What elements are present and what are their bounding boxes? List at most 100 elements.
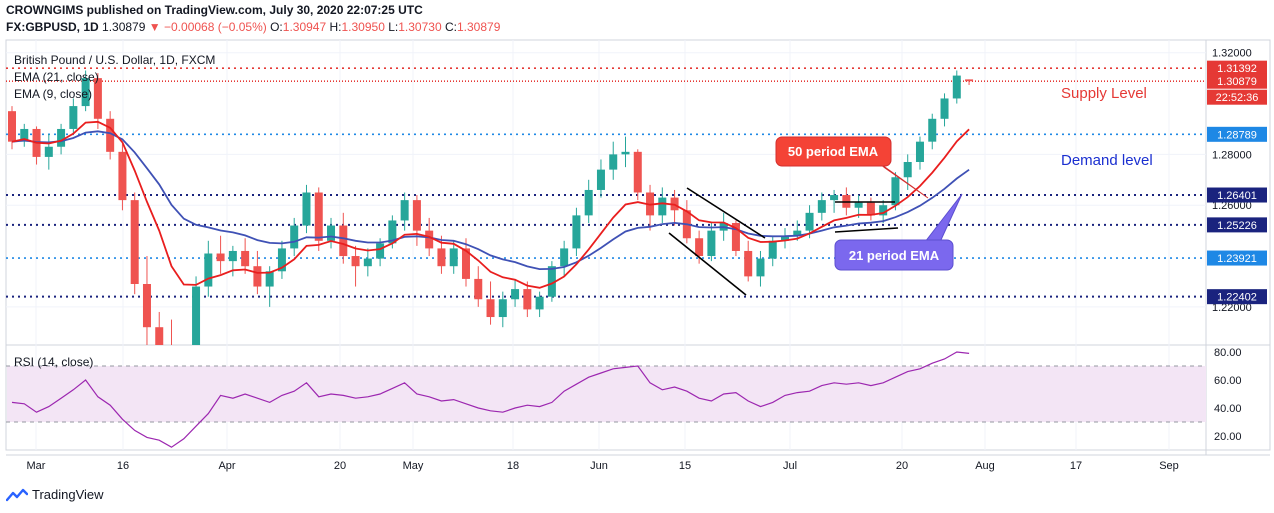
consolidation-lower-line[interactable] [834, 227, 899, 233]
candle-body [547, 266, 556, 297]
candle-body [621, 151, 630, 155]
x-tick-label: May [403, 460, 424, 472]
candle-body [781, 235, 790, 241]
candle-body [118, 151, 127, 201]
candle-body [523, 289, 532, 310]
candle-body [69, 106, 78, 129]
candle-body [609, 154, 618, 170]
candle-body [744, 250, 753, 277]
x-tick-label: Sep [1159, 460, 1179, 472]
ema21-legend: EMA (21, close) [14, 70, 99, 84]
axes: Mar 16 Apr 20 May 18 Jun 15 Jul 20 Aug 17 Sep 1.32000… [27, 48, 1252, 472]
candle-body [363, 258, 372, 267]
rsi-y-tick-label: 40.00 [1214, 403, 1242, 415]
candle-body [707, 230, 716, 257]
candle-body [965, 79, 974, 82]
callout-50ema-text: 50 period EMA [788, 144, 879, 159]
candle-body [903, 162, 912, 178]
x-tick-label: 20 [896, 460, 908, 472]
candle-body [928, 118, 937, 142]
callout-21ema-box[interactable] [834, 239, 954, 271]
callout-21ema-pointer [923, 193, 963, 243]
callout-50ema-box[interactable] [775, 136, 892, 167]
candle-body [952, 75, 961, 99]
x-tick-label: 16 [117, 460, 129, 472]
rsi-line [11, 351, 970, 448]
candle-body [535, 296, 544, 310]
ema9-line [11, 120, 970, 289]
low-value: 1.30730 [398, 20, 442, 34]
price-level-badge [1207, 73, 1267, 89]
falling-wedge-upper-line[interactable] [686, 187, 766, 239]
change-value: −0.00068 (−0.05%) [164, 20, 267, 34]
candle-body [81, 78, 90, 107]
price-level-badge-text: 1.28789 [1217, 129, 1257, 141]
countdown-badge [1207, 89, 1267, 105]
y-tick-label: 1.32000 [1212, 48, 1252, 60]
candle-body [241, 250, 250, 267]
candle-body [8, 111, 16, 142]
rsi-plot [6, 351, 1206, 448]
x-tick-label: 15 [679, 460, 691, 472]
high-value: 1.30950 [341, 20, 385, 34]
price-level-badge-text: 1.25226 [1217, 220, 1257, 232]
candle-body [866, 202, 875, 216]
candle-body [388, 220, 397, 244]
candle-body [204, 253, 213, 287]
candle-body [817, 200, 826, 213]
candles [8, 70, 974, 345]
candle-body [633, 151, 642, 193]
change-arrow-icon: ▼ [148, 20, 161, 34]
candle-body [228, 250, 237, 262]
open-label: O: [270, 20, 283, 34]
ema9-legend: EMA (9, close) [14, 87, 92, 101]
price-level-badge [1207, 250, 1267, 266]
candle-body [400, 200, 409, 221]
candle-body [277, 248, 286, 272]
candle-body [695, 238, 704, 257]
x-tick-label: 18 [507, 460, 519, 472]
y-tick-label: 1.28000 [1212, 149, 1252, 161]
candle-body [805, 212, 814, 231]
candle-body [830, 195, 839, 201]
candle-body [327, 225, 336, 241]
ema-lines [11, 120, 970, 289]
price-level-badge [1207, 126, 1267, 142]
candle-body [339, 225, 348, 257]
candle-body [130, 200, 139, 284]
candle-body [486, 299, 495, 318]
instrument-legend: British Pound / U.S. Dollar, 1D, FXCM [14, 53, 215, 67]
candle-body [474, 278, 483, 300]
price-level-badge [1207, 187, 1267, 203]
price-levels [6, 67, 1206, 298]
x-tick-label: Mar [27, 460, 46, 472]
candle-body [376, 243, 385, 259]
rsi-y-tick-label: 80.00 [1214, 347, 1242, 359]
symbol-label: FX:GBPUSD, 1D [6, 20, 99, 34]
candle-body [793, 230, 802, 236]
rsi-y-tick-label: 60.00 [1214, 375, 1242, 387]
x-tick-label: 17 [1070, 460, 1082, 472]
price-level-badge-text: 1.23921 [1217, 253, 1257, 265]
price-level-badge-text: 1.30879 [1217, 76, 1257, 88]
candle-body [596, 169, 605, 190]
candle-body [155, 327, 164, 345]
candle-body [425, 230, 434, 249]
tradingview-logo[interactable]: TradingView [6, 487, 104, 502]
candle-body [731, 223, 740, 251]
tradingview-icon [6, 488, 28, 501]
candle-body [891, 177, 900, 206]
candle-body [192, 286, 201, 345]
candle-body [940, 98, 949, 119]
x-tick-label: Jul [783, 460, 797, 472]
close-label: C: [444, 20, 457, 34]
high-label: H: [329, 20, 342, 34]
falling-wedge-lower-line[interactable] [668, 232, 747, 296]
candle-body [302, 192, 311, 226]
last-price: 1.30879 [102, 20, 146, 34]
x-tick-label: Apr [218, 460, 235, 472]
price-level-badge-text: 1.26401 [1217, 190, 1257, 202]
low-label: L: [388, 20, 399, 34]
